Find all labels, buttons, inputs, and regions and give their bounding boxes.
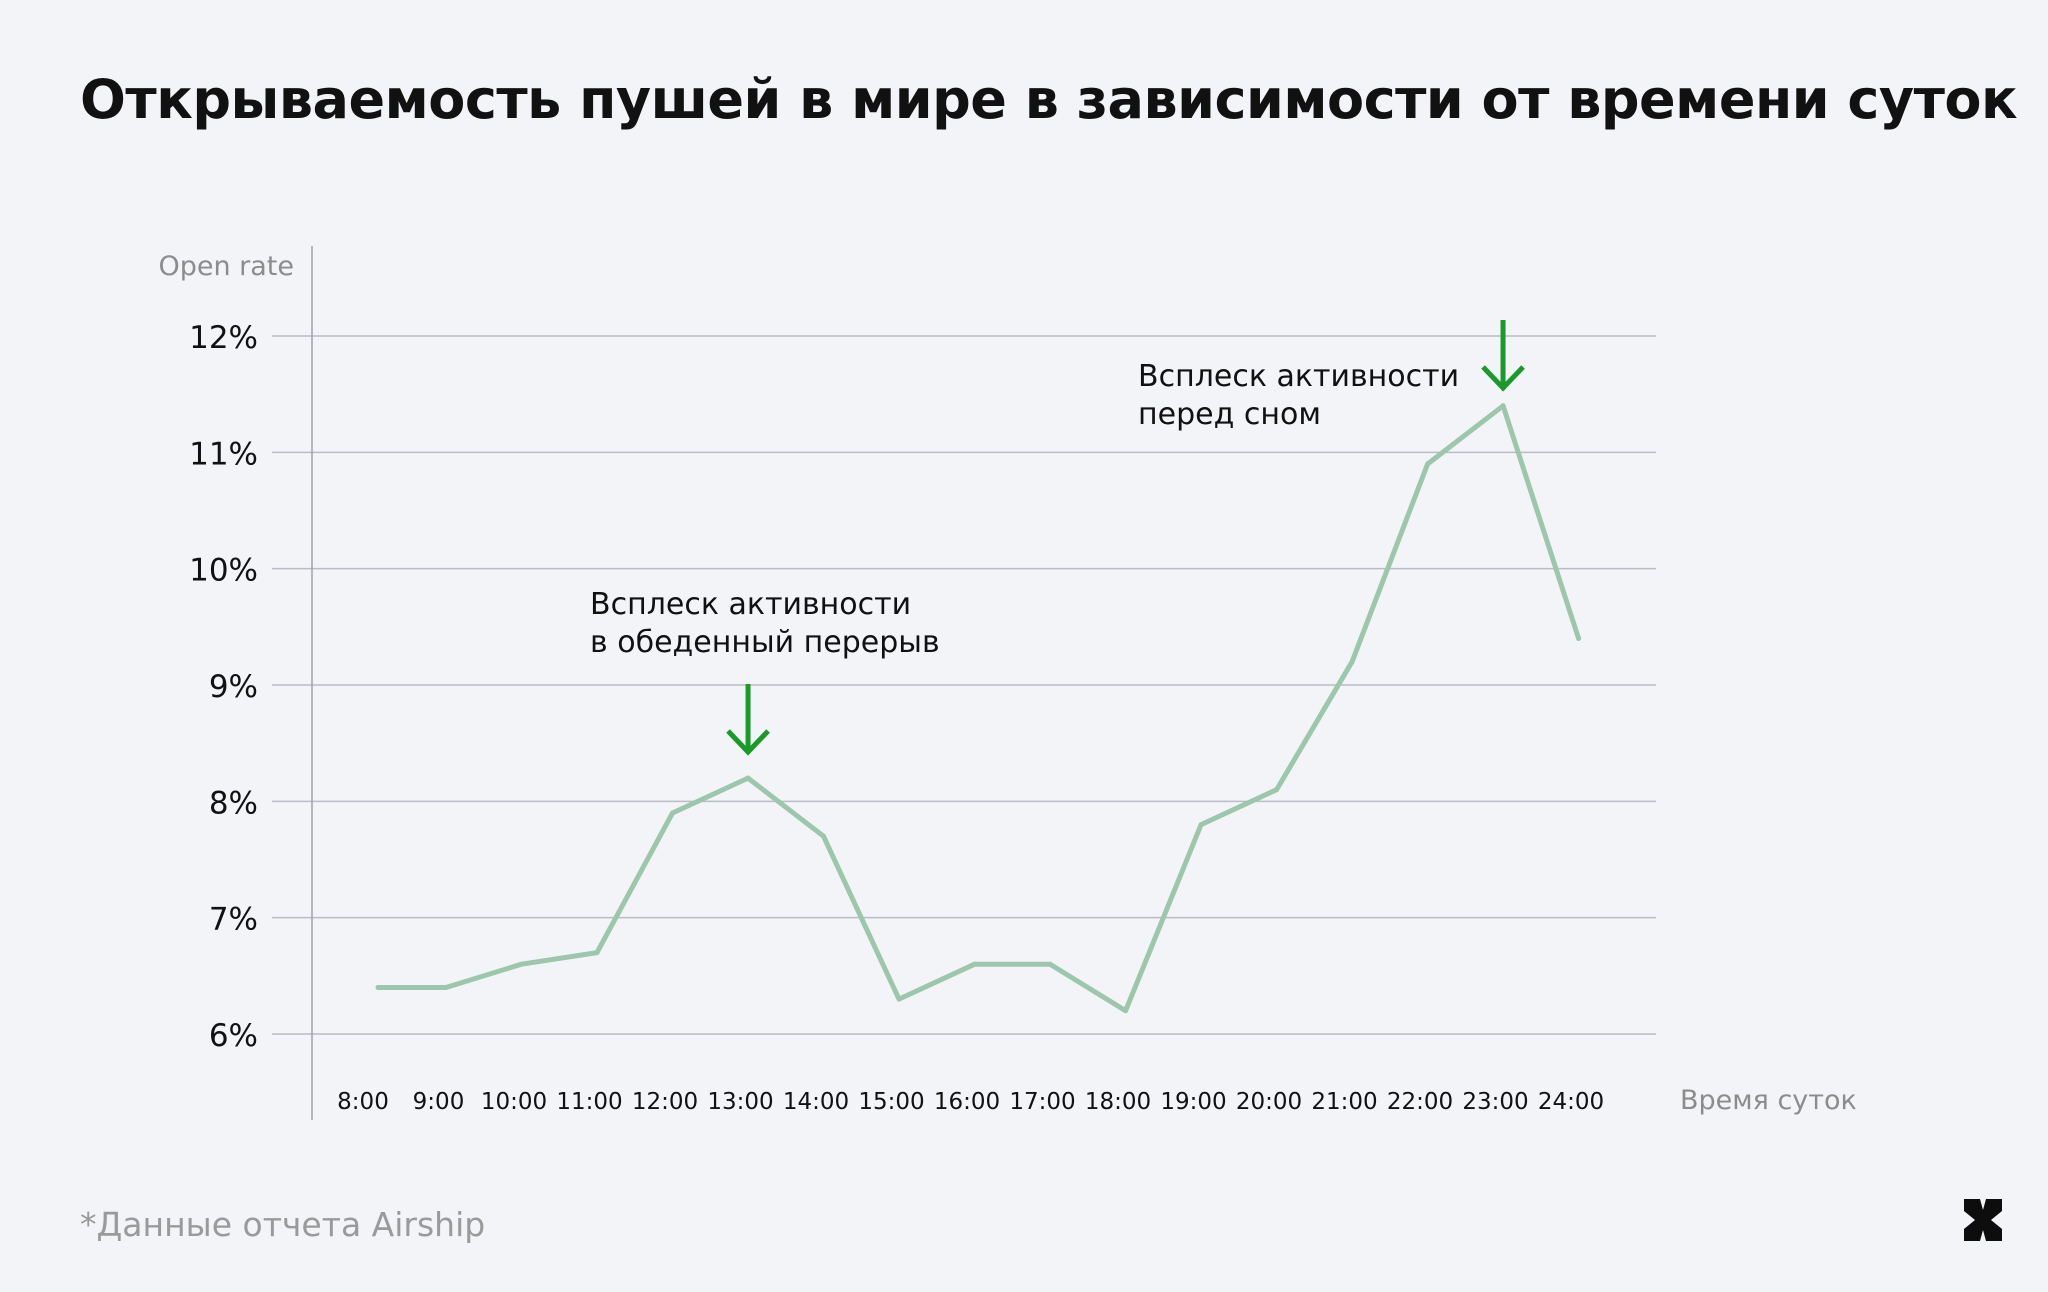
- x-tick-label: 12:00: [632, 1089, 698, 1115]
- arrow-head: [1481, 365, 1525, 392]
- data-point: [375, 984, 381, 990]
- page-title: Открываемость пушей в мире в зависимости…: [80, 68, 2018, 131]
- grid-lines: [272, 335, 1656, 1035]
- data-point: [1274, 787, 1280, 793]
- data-point: [443, 984, 449, 990]
- x-tick-label: 9:00: [413, 1089, 465, 1115]
- data-point: [594, 950, 600, 956]
- x-tick-label: 10:00: [481, 1089, 547, 1115]
- data-point: [896, 996, 902, 1002]
- data-point: [519, 961, 525, 967]
- annotation-label: Всплеск активности в обеденный перерыв: [590, 587, 940, 660]
- y-tick-label: 11%: [189, 436, 258, 472]
- data-point: [972, 961, 978, 967]
- x-tick-label: 19:00: [1160, 1089, 1226, 1115]
- x-tick-label: 20:00: [1236, 1089, 1302, 1115]
- x-tick-label: 22:00: [1387, 1089, 1453, 1115]
- series-layer: [375, 403, 1582, 1014]
- data-point: [1349, 659, 1355, 665]
- data-point: [1425, 461, 1431, 467]
- arrow-head: [726, 729, 770, 756]
- x-tick-label: 24:00: [1538, 1089, 1604, 1115]
- x-tick-label: 8:00: [337, 1089, 389, 1115]
- x-tick-label: 13:00: [707, 1089, 773, 1115]
- data-point: [745, 775, 751, 781]
- x-tick-label: 18:00: [1085, 1089, 1151, 1115]
- y-tick-label: 10%: [189, 553, 258, 589]
- data-point: [1047, 961, 1053, 967]
- data-point: [1500, 403, 1506, 409]
- data-point: [1123, 1008, 1129, 1014]
- x-logo-icon: [1964, 1199, 2002, 1241]
- data-point: [670, 810, 676, 816]
- x-tick-label: 17:00: [1009, 1089, 1075, 1115]
- x-tick-label: 23:00: [1462, 1089, 1528, 1115]
- source-footnote: *Данные отчета Airship: [80, 1205, 486, 1244]
- x-tick-label: 15:00: [858, 1089, 924, 1115]
- y-axis-label: Open rate: [158, 251, 294, 282]
- series-line: [375, 403, 1582, 1014]
- y-tick-label: 8%: [209, 785, 258, 821]
- x-tick-label: 16:00: [934, 1089, 1000, 1115]
- data-point: [1198, 822, 1204, 828]
- data-point: [1576, 635, 1582, 641]
- x-tick-labels: 8:00 9:00 10:00 11:00 12:00 13:00 14:00 15:00 16…: [337, 1089, 1604, 1115]
- annotations: Всплеск активности в обеденный перерыв Всп…: [590, 320, 1525, 756]
- data-point: [821, 833, 827, 839]
- x-tick-label: 14:00: [783, 1089, 849, 1115]
- x-tick-label: 11:00: [556, 1089, 622, 1115]
- y-tick-label: 12%: [189, 320, 258, 356]
- y-tick-label: 7%: [209, 902, 258, 938]
- y-tick-label: 9%: [209, 669, 258, 705]
- x-tick-label: 21:00: [1311, 1089, 1377, 1115]
- x-axis-label: Время суток: [1680, 1085, 1857, 1116]
- y-tick-labels: 6% 7% 8% 9% 10% 11% 12%: [189, 320, 258, 1054]
- annotation-label: Всплеск активности перед сном: [1138, 359, 1459, 432]
- y-tick-label: 6%: [209, 1018, 258, 1054]
